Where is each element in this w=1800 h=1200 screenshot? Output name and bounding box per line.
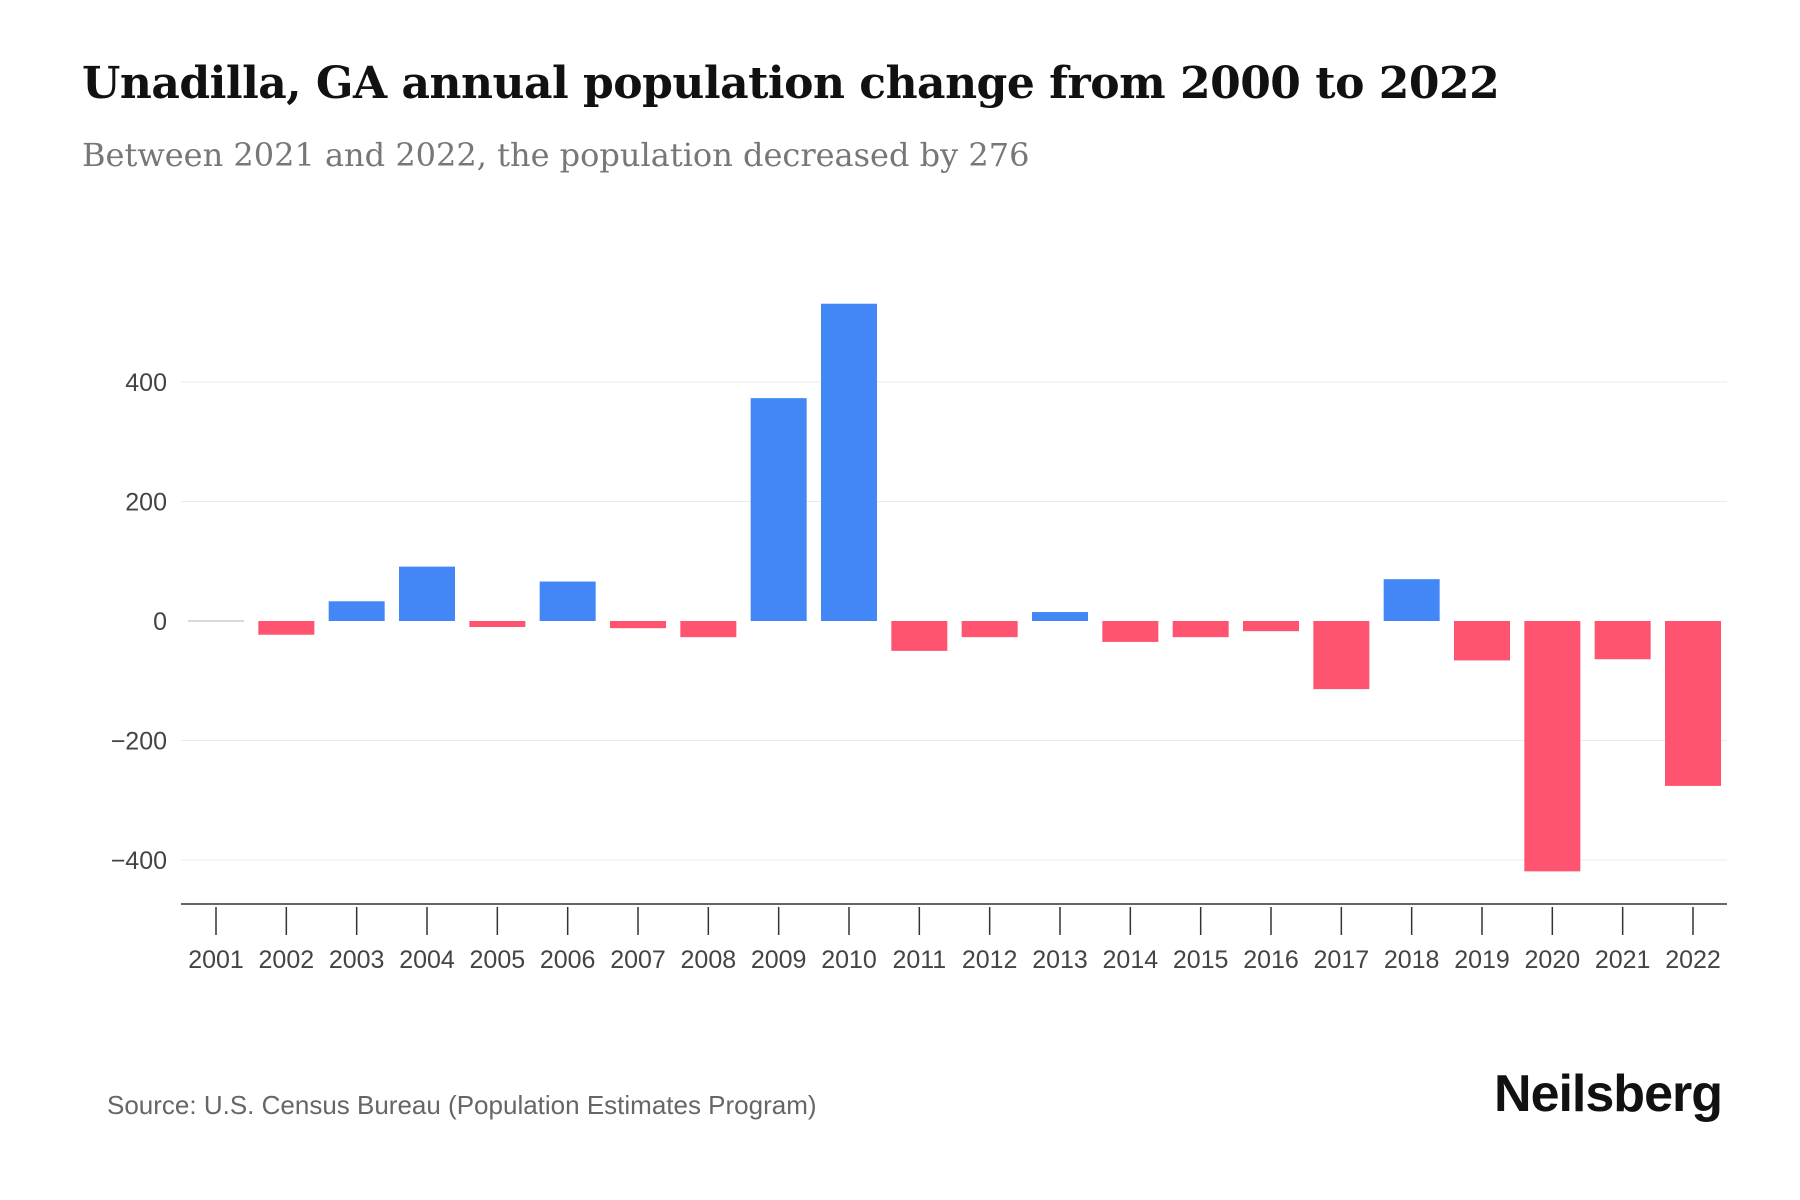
x-tick-label: 2020: [1525, 946, 1581, 974]
bar-2004: [399, 566, 455, 621]
chart-title: Unadilla, GA annual population change fr…: [82, 58, 1500, 109]
x-tick-label: 2004: [399, 946, 455, 974]
x-tick-label: 2005: [470, 946, 526, 974]
x-tick-label: 2006: [540, 946, 596, 974]
gridlines: [181, 381, 1727, 861]
y-axis-ticks: −400 −200 0 200 400: [111, 369, 167, 875]
x-tick-label: 2008: [681, 946, 737, 974]
bars: [188, 303, 1721, 872]
y-tick-label: 200: [125, 489, 167, 517]
y-tick-label: 0: [153, 608, 167, 636]
bar-2006: [539, 581, 596, 621]
bar-2014: [1102, 621, 1159, 642]
x-tick-label: 2003: [329, 946, 385, 974]
x-tick-label: 2016: [1243, 946, 1299, 974]
x-tick-label: 2012: [962, 946, 1018, 974]
x-tick-label: 2018: [1384, 946, 1440, 974]
bar-2005: [469, 621, 526, 627]
bar-2016: [1243, 621, 1299, 632]
x-tick-label: 2001: [188, 946, 244, 974]
x-axis-ticks: 2001 2002 2003 2004 2005 2006 2007 2008 2009 2010…: [188, 907, 1721, 974]
y-tick-label: −200: [111, 728, 167, 756]
bar-2015: [1172, 621, 1229, 638]
x-tick-label: 2011: [892, 946, 946, 974]
x-tick-label: 2017: [1314, 946, 1370, 974]
bar-2013: [1032, 612, 1088, 621]
bar-2019: [1454, 621, 1510, 661]
y-tick-label: −400: [111, 847, 167, 875]
x-tick-label: 2010: [821, 946, 877, 974]
x-tick-label: 2002: [259, 946, 315, 974]
bar-2017: [1313, 621, 1370, 690]
bar-2002: [258, 621, 315, 635]
bar-2010: [821, 303, 877, 621]
bar-2020: [1524, 621, 1581, 872]
source-note: Source: U.S. Census Bureau (Population E…: [107, 1090, 817, 1120]
neilsberg-logo: Neilsberg: [1494, 1065, 1723, 1123]
bar-2021: [1594, 621, 1651, 660]
bar-2011: [891, 621, 948, 651]
bar-2003: [328, 601, 385, 621]
bar-2022: [1665, 621, 1721, 786]
x-tick-label: 2009: [751, 946, 807, 974]
x-tick-label: 2021: [1595, 946, 1651, 974]
x-tick-label: 2013: [1032, 946, 1088, 974]
bar-2007: [610, 621, 666, 629]
bar-2012: [961, 621, 1018, 638]
x-tick-label: 2014: [1103, 946, 1159, 974]
x-tick-label: 2022: [1665, 946, 1721, 974]
x-tick-label: 2007: [610, 946, 666, 974]
chart-subtitle: Between 2021 and 2022, the population de…: [82, 136, 1030, 174]
bar-2018: [1383, 579, 1440, 621]
bar-2009: [750, 398, 807, 621]
bar-2008: [680, 621, 737, 638]
x-tick-label: 2019: [1454, 946, 1510, 974]
x-tick-label: 2015: [1173, 946, 1229, 974]
y-tick-label: 400: [125, 369, 167, 397]
